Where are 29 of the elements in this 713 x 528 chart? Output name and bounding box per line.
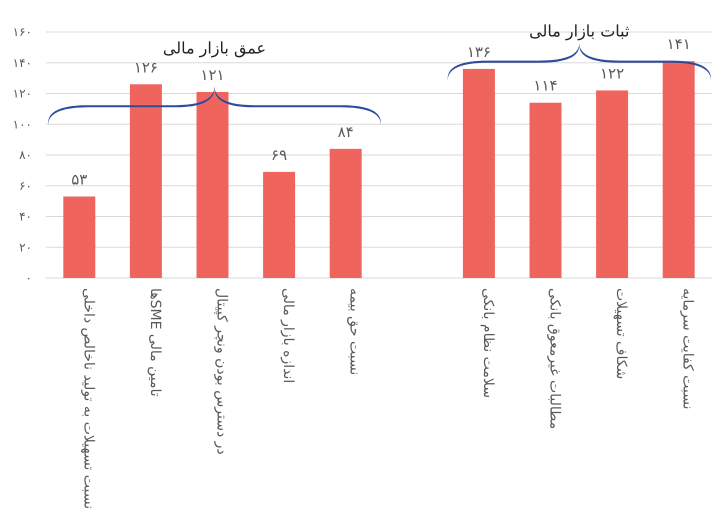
x-tick-label: اندازه بازار مالی — [280, 288, 296, 384]
x-tick-label: نسبت کفایت سرمایه — [680, 288, 696, 410]
x-tick-label: نسبت تسهیلات به تولید ناخالص داخلی — [80, 288, 96, 510]
y-tick-label: ۱۴۰ — [12, 56, 32, 70]
data-label: ۱۲۲ — [600, 64, 624, 82]
x-tick-label: نسبت حق بیمه — [346, 288, 363, 376]
y-tick-label: ۲۰ — [19, 240, 32, 254]
data-label: ۶۹ — [271, 146, 288, 164]
annotation: ثبات بازار مالی — [529, 22, 630, 41]
data-label: ۱۱۴ — [533, 76, 558, 95]
x-tick-label: سلامت نظام بانکی — [480, 288, 496, 398]
data-label: ۱۴۱ — [666, 35, 691, 54]
annotation: عمق بازار مالی — [162, 38, 266, 58]
x-tick-label: شکاف تسهیلات — [613, 288, 630, 380]
x-tick-label: تامین مالی SMEها — [146, 288, 163, 397]
x-tick-label: مطالبات غیرمعوق بانکی — [546, 288, 562, 430]
data-label: ۵۳ — [71, 170, 88, 189]
data-label: ۱۲۶ — [134, 58, 158, 76]
data-label: ۱۲۱ — [200, 66, 225, 84]
y-tick-label: ۱۲۰ — [12, 86, 32, 100]
y-tick-label: ۱۰۰ — [12, 117, 32, 132]
y-tick-label: ۶۰ — [19, 178, 32, 193]
x-tick-label: در دسترس بودن ونچر کپیتال — [214, 288, 230, 455]
y-tick-label: ۴۰ — [19, 210, 32, 224]
data-label: ۸۴ — [338, 122, 354, 141]
y-tick-label: ۰ — [26, 271, 32, 285]
data-label: ۱۳۶ — [466, 42, 491, 61]
y-tick-label: ۱۶۰ — [12, 25, 32, 39]
y-tick-label: ۸۰ — [19, 148, 32, 162]
